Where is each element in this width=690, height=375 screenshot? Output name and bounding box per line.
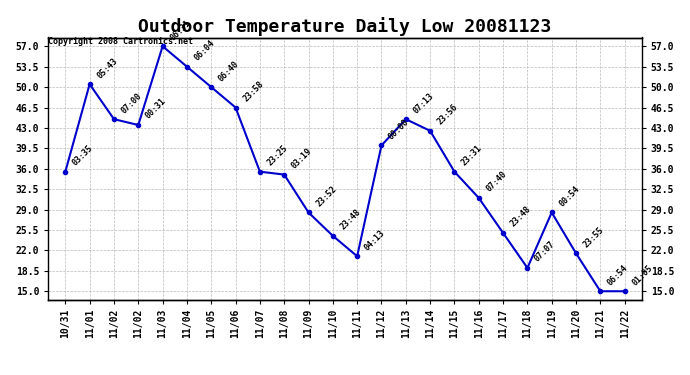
Text: 03:35: 03:35 <box>71 144 95 168</box>
Text: 23:52: 23:52 <box>314 184 338 209</box>
Text: 06:04: 06:04 <box>193 39 217 63</box>
Text: 23:55: 23:55 <box>582 225 606 249</box>
Text: 23:48: 23:48 <box>509 205 533 229</box>
Text: 04:13: 04:13 <box>363 228 387 252</box>
Text: 07:00: 07:00 <box>119 91 144 115</box>
Text: 00:54: 00:54 <box>558 184 581 209</box>
Title: Outdoor Temperature Daily Low 20081123: Outdoor Temperature Daily Low 20081123 <box>139 17 551 36</box>
Text: 23:25: 23:25 <box>266 144 290 168</box>
Text: 03:19: 03:19 <box>290 146 314 170</box>
Text: 06:31: 06:31 <box>168 18 193 42</box>
Text: 07:13: 07:13 <box>411 91 435 115</box>
Text: 23:58: 23:58 <box>241 79 265 104</box>
Text: 00:31: 00:31 <box>144 97 168 121</box>
Text: 07:07: 07:07 <box>533 240 557 264</box>
Text: 06:40: 06:40 <box>217 59 241 83</box>
Text: 23:48: 23:48 <box>338 208 362 232</box>
Text: 06:54: 06:54 <box>606 263 630 287</box>
Text: 05:43: 05:43 <box>95 56 119 80</box>
Text: Copyright 2008 Cartronics.net: Copyright 2008 Cartronics.net <box>48 38 193 46</box>
Text: 23:56: 23:56 <box>435 103 460 127</box>
Text: 23:31: 23:31 <box>460 144 484 168</box>
Text: 00:00: 00:00 <box>387 117 411 141</box>
Text: 07:40: 07:40 <box>484 170 509 194</box>
Text: 01:05: 01:05 <box>630 263 654 287</box>
